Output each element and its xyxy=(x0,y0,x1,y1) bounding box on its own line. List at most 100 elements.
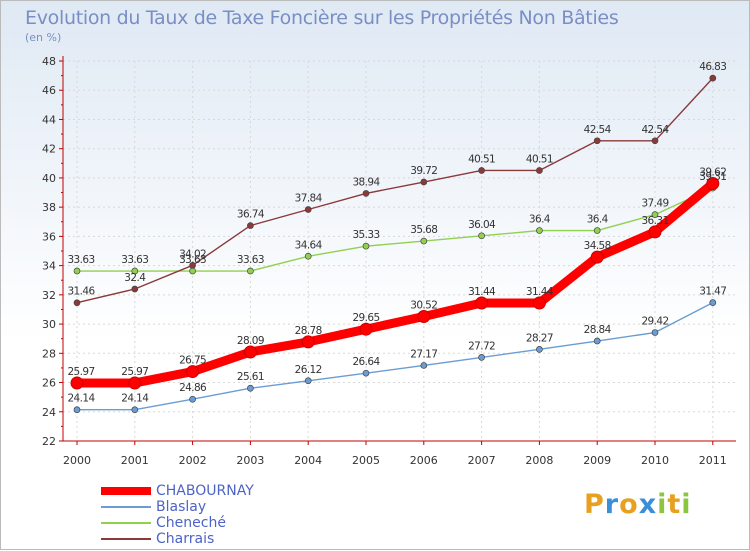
data-point-chabournay xyxy=(417,309,431,323)
data-point-chabournay xyxy=(301,335,315,349)
data-point-chabournay xyxy=(128,376,142,390)
data-label-blaslay: 28.27 xyxy=(526,332,553,344)
data-label-chabournay: 31.44 xyxy=(526,286,554,298)
data-label-chabournay: 25.97 xyxy=(67,366,94,378)
data-label-chabournay: 26.75 xyxy=(179,355,206,367)
data-label-chabournay: 34.58 xyxy=(584,240,611,252)
data-point-charrais xyxy=(247,222,254,229)
data-label-cheneche: 36.4 xyxy=(529,214,551,226)
data-label-charrais: 31.46 xyxy=(67,286,95,298)
y-tick-label: 28 xyxy=(42,347,56,360)
data-point-chabournay xyxy=(475,296,489,310)
data-label-charrais: 38.94 xyxy=(352,176,380,188)
data-label-blaslay: 27.72 xyxy=(468,340,495,352)
data-label-blaslay: 27.17 xyxy=(410,348,437,360)
y-tick-label: 32 xyxy=(42,289,56,302)
legend-label: Charrais xyxy=(156,531,215,547)
data-point-charrais xyxy=(651,137,659,145)
data-point-blaslay xyxy=(593,337,601,345)
data-label-chabournay: 28.09 xyxy=(237,335,264,347)
x-tick-label: 2007 xyxy=(468,454,496,467)
x-tick-label: 2005 xyxy=(352,454,380,467)
data-point-charrais xyxy=(189,261,196,269)
data-label-cheneche: 34.64 xyxy=(295,239,323,251)
y-tick-label: 46 xyxy=(42,84,56,97)
x-tick-label: 2001 xyxy=(121,454,149,467)
proxiti-logo: Proxiti xyxy=(584,489,692,520)
series-line-charrais xyxy=(76,77,714,304)
y-tick-label: 24 xyxy=(42,406,56,419)
data-point-cheneche xyxy=(651,211,659,218)
data-label-chabournay: 29.65 xyxy=(352,312,379,324)
legend-swatch xyxy=(101,487,151,495)
data-label-charrais: 40.51 xyxy=(468,153,495,165)
data-label-charrais: 32.4 xyxy=(124,272,146,284)
data-point-cheneche xyxy=(131,267,139,275)
data-label-charrais: 42.54 xyxy=(584,124,612,136)
data-label-cheneche: 33.63 xyxy=(67,254,94,266)
x-tick-label: 2004 xyxy=(294,454,322,467)
data-label-chabournay: 25.97 xyxy=(121,366,148,378)
data-label-blaslay: 25.61 xyxy=(237,371,264,383)
legend-label: Cheneché xyxy=(156,515,226,531)
data-label-charrais: 37.84 xyxy=(295,192,323,204)
logo-letter: i xyxy=(681,489,692,520)
data-point-blaslay xyxy=(709,299,717,306)
data-point-charrais xyxy=(536,167,543,174)
logo-letter: o xyxy=(619,489,639,520)
logo-letter: t xyxy=(667,489,682,520)
y-tick-label: 48 xyxy=(42,55,56,68)
data-point-charrais xyxy=(304,206,312,213)
data-point-cheneche xyxy=(478,232,485,240)
y-tick-label: 42 xyxy=(42,143,56,156)
data-label-blaslay: 28.84 xyxy=(584,324,612,336)
legend-swatch xyxy=(101,538,151,540)
data-label-cheneche: 39.31 xyxy=(699,171,726,183)
data-point-cheneche xyxy=(247,267,254,275)
data-point-blaslay xyxy=(73,406,81,414)
data-label-chabournay: 39.62 xyxy=(699,166,726,178)
data-label-cheneche: 33.63 xyxy=(179,254,206,266)
legend-label: CHABOURNAY xyxy=(156,483,254,499)
chart-title: Evolution du Taux de Taxe Foncière sur l… xyxy=(25,7,619,29)
x-tick-label: 2003 xyxy=(236,454,264,467)
data-label-blaslay: 24.14 xyxy=(67,393,95,405)
data-label-blaslay: 24.86 xyxy=(179,382,207,394)
data-label-cheneche: 36.04 xyxy=(468,219,496,231)
logo-letter: i xyxy=(657,489,668,520)
data-label-blaslay: 24.14 xyxy=(121,393,149,405)
data-label-chabournay: 28.78 xyxy=(295,325,322,337)
data-point-charrais xyxy=(420,178,428,186)
data-label-charrais: 42.54 xyxy=(641,124,669,136)
data-point-charrais xyxy=(478,167,485,174)
x-tick-label: 2009 xyxy=(583,454,611,467)
data-point-blaslay xyxy=(420,362,428,369)
y-tick-label: 22 xyxy=(42,435,56,448)
legend-swatch xyxy=(101,506,151,508)
data-label-chabournay: 31.44 xyxy=(468,286,496,298)
data-point-blaslay xyxy=(247,384,254,392)
data-point-blaslay xyxy=(189,395,196,403)
legend-label: Blaslay xyxy=(156,499,207,515)
y-tick-label: 34 xyxy=(42,260,56,273)
y-tick-label: 26 xyxy=(42,377,56,390)
x-tick-label: 2002 xyxy=(179,454,207,467)
y-axis-unit: (en %) xyxy=(25,31,62,44)
data-point-cheneche xyxy=(362,242,370,250)
series-line-blaslay xyxy=(76,301,714,411)
data-point-cheneche xyxy=(304,252,312,260)
data-point-blaslay xyxy=(304,377,312,385)
data-point-cheneche xyxy=(420,237,428,245)
data-point-cheneche xyxy=(189,267,196,275)
data-point-blaslay xyxy=(131,406,139,414)
x-tick-label: 2010 xyxy=(641,454,669,467)
data-point-chabournay xyxy=(648,225,662,239)
data-point-cheneche xyxy=(73,267,81,275)
data-point-chabournay xyxy=(590,250,604,264)
logo-letter: r xyxy=(604,489,620,520)
x-tick-label: 2008 xyxy=(525,454,553,467)
x-tick-label: 2011 xyxy=(699,454,727,467)
data-label-blaslay: 26.64 xyxy=(352,356,380,368)
data-label-chabournay: 30.52 xyxy=(410,299,437,311)
data-label-blaslay: 29.42 xyxy=(641,316,668,328)
